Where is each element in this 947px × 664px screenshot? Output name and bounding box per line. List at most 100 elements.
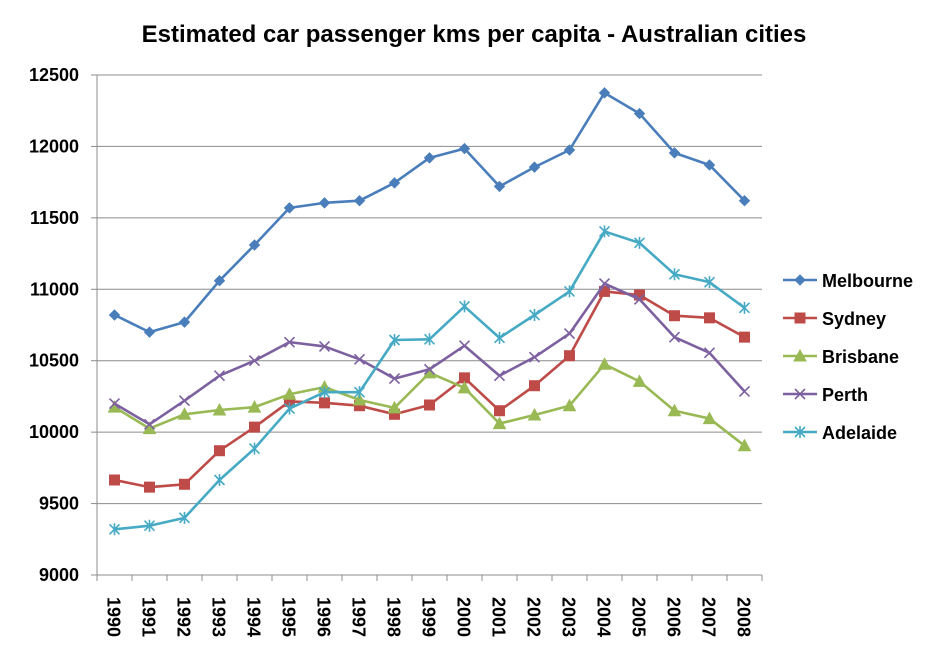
data-point bbox=[633, 293, 646, 305]
x-tick-label: 1997 bbox=[349, 597, 369, 637]
y-tick-label: 12000 bbox=[29, 136, 79, 156]
data-point bbox=[703, 347, 716, 359]
data-point bbox=[794, 388, 806, 400]
data-point bbox=[458, 340, 471, 352]
data-point bbox=[528, 351, 541, 363]
data-point bbox=[667, 403, 682, 417]
y-tick-labels: 9000 9500 10000 10500 11000 11500 12000 12500 bbox=[29, 65, 79, 585]
series-line bbox=[114, 230, 746, 531]
data-point bbox=[247, 400, 262, 413]
x-tick-label: 2000 bbox=[454, 597, 474, 637]
data-point bbox=[668, 147, 681, 159]
data-point bbox=[388, 334, 401, 346]
x-tick-label: 1990 bbox=[104, 597, 124, 637]
legend-item-sydney: Sydney bbox=[783, 309, 886, 329]
data-point bbox=[458, 142, 471, 155]
x-tick-label: 2002 bbox=[524, 597, 544, 637]
x-tick-label: 1993 bbox=[209, 597, 229, 637]
data-point bbox=[563, 328, 576, 340]
data-point bbox=[177, 407, 192, 420]
data-point bbox=[283, 202, 296, 214]
data-point bbox=[423, 152, 436, 164]
data-point bbox=[564, 350, 575, 362]
series-line bbox=[113, 91, 746, 334]
data-point bbox=[458, 300, 471, 313]
x-tick-label: 2001 bbox=[489, 597, 509, 637]
data-point bbox=[248, 355, 261, 367]
data-point bbox=[213, 370, 226, 382]
data-point bbox=[318, 197, 331, 209]
data-point bbox=[528, 309, 541, 321]
data-point bbox=[738, 385, 751, 397]
data-point bbox=[702, 411, 717, 425]
x-tick-labels: 1990 1991 1992 1993 1994 1995 1996 1997 1998 1999… bbox=[104, 597, 754, 637]
y-tick-label: 9000 bbox=[39, 565, 79, 585]
series-adelaide bbox=[108, 225, 751, 536]
legend-label: Adelaide bbox=[822, 423, 897, 443]
data-point bbox=[794, 426, 806, 438]
data-point bbox=[179, 478, 190, 490]
series-perth bbox=[108, 278, 751, 430]
data-point bbox=[633, 236, 646, 249]
data-point bbox=[703, 159, 716, 171]
x-tick-label: 1994 bbox=[244, 597, 264, 637]
x-tick-label: 1995 bbox=[279, 597, 299, 637]
data-point bbox=[598, 278, 611, 290]
data-point bbox=[598, 87, 611, 99]
data-point bbox=[318, 386, 331, 399]
data-point bbox=[178, 511, 191, 524]
series-sydney bbox=[109, 285, 750, 493]
x-tick-label: 2007 bbox=[699, 597, 719, 637]
x-tick-label: 2004 bbox=[594, 597, 614, 637]
data-point bbox=[214, 445, 225, 457]
x-tick-label: 2006 bbox=[664, 597, 684, 637]
data-point bbox=[738, 301, 751, 314]
axes bbox=[91, 74, 763, 581]
series-melbourne bbox=[108, 87, 751, 338]
data-point bbox=[632, 374, 647, 387]
data-point bbox=[562, 398, 577, 412]
data-point bbox=[283, 402, 296, 415]
gridlines bbox=[97, 74, 762, 505]
data-point bbox=[494, 405, 505, 417]
data-point bbox=[143, 519, 156, 532]
legend-label: Melbourne bbox=[822, 271, 913, 291]
legend-item-adelaide: Adelaide bbox=[783, 423, 897, 443]
data-point bbox=[528, 161, 541, 173]
data-point bbox=[457, 380, 472, 394]
data-point bbox=[353, 386, 366, 399]
data-point bbox=[213, 474, 226, 486]
y-tick-label: 11500 bbox=[30, 208, 79, 228]
data-point bbox=[353, 353, 366, 365]
x-tick-label: 1998 bbox=[384, 597, 404, 637]
data-point bbox=[704, 312, 715, 324]
data-point bbox=[597, 357, 612, 370]
data-point bbox=[703, 276, 716, 289]
data-point bbox=[248, 239, 261, 251]
data-point bbox=[388, 177, 401, 189]
legend-item-melbourne: Melbourne bbox=[783, 271, 913, 291]
data-point bbox=[668, 268, 681, 281]
legend-label: Sydney bbox=[822, 309, 886, 329]
data-point bbox=[737, 438, 752, 452]
data-point bbox=[249, 421, 260, 433]
data-point bbox=[493, 180, 506, 193]
x-tick-label: 2003 bbox=[559, 597, 579, 637]
legend-item-brisbane: Brisbane bbox=[783, 347, 899, 367]
data-point bbox=[319, 397, 330, 409]
data-point bbox=[388, 373, 401, 385]
legend: Melbourne Sydney Brisbane Perth Adelaide bbox=[783, 271, 913, 443]
chart-title: Estimated car passenger kms per capita -… bbox=[142, 21, 807, 48]
legend-label: Perth bbox=[822, 385, 868, 405]
data-point bbox=[633, 107, 646, 120]
data-point bbox=[794, 312, 806, 324]
data-point bbox=[794, 274, 806, 286]
data-point bbox=[668, 331, 681, 343]
y-tick-label: 10000 bbox=[29, 422, 79, 442]
data-point bbox=[793, 348, 807, 362]
data-point bbox=[108, 398, 121, 410]
data-point bbox=[282, 387, 297, 400]
data-point bbox=[143, 326, 156, 338]
series bbox=[107, 87, 752, 536]
